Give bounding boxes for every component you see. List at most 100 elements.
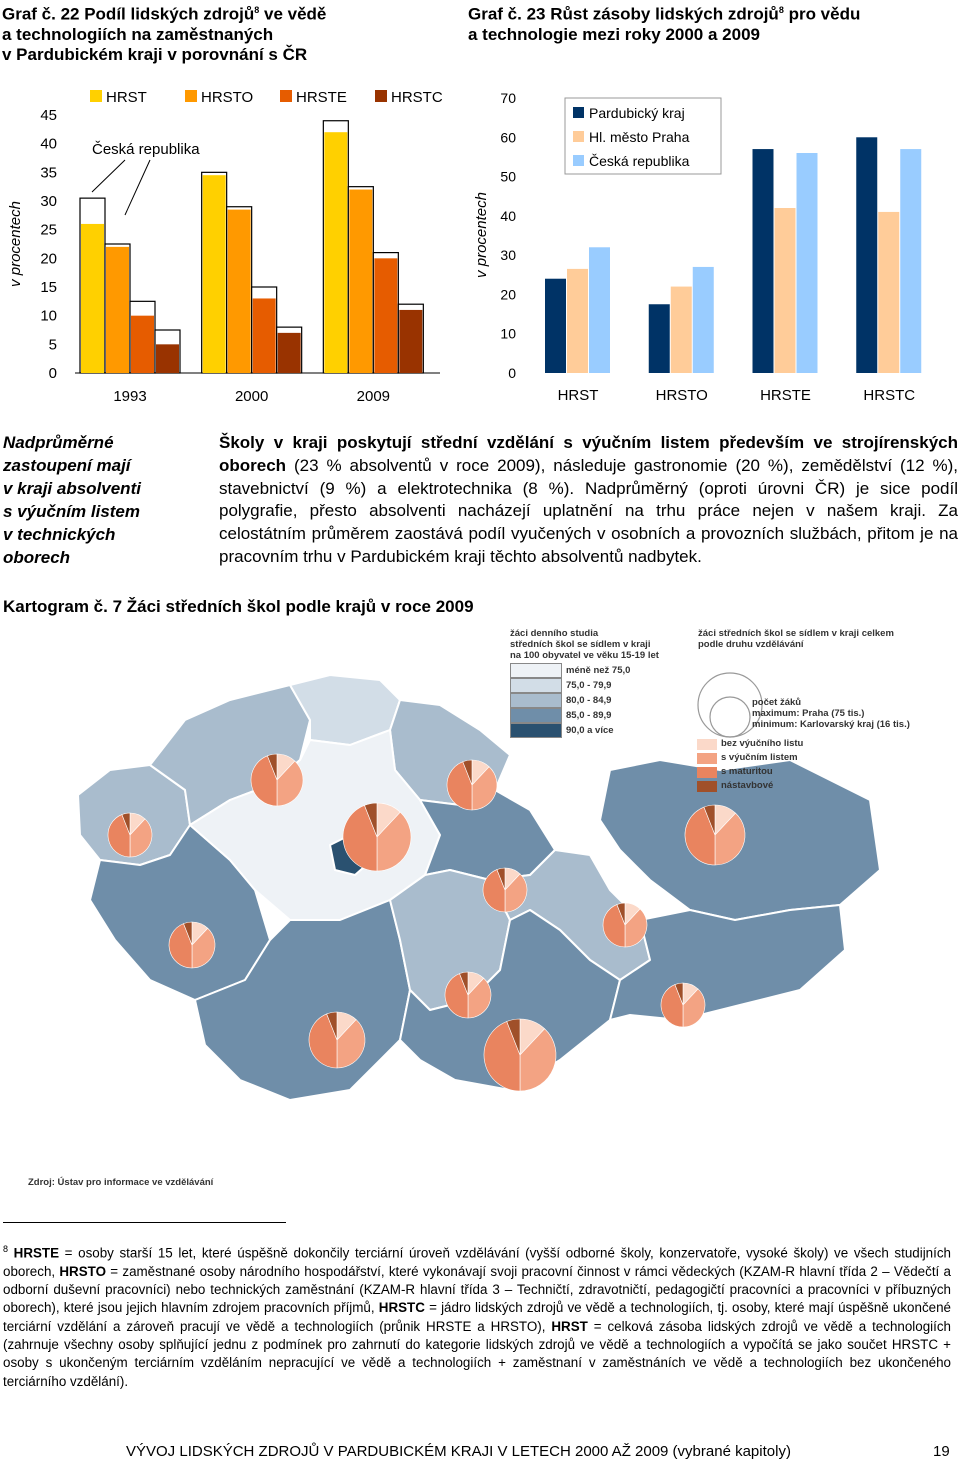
- y-tick-label: 0: [49, 365, 57, 382]
- legend-swatch: [375, 90, 387, 102]
- legend-label: nástavbové: [721, 780, 774, 791]
- y-tick-label: 20: [40, 250, 57, 267]
- bar-hrste: [374, 258, 398, 373]
- pie-slice: [459, 971, 469, 996]
- pie-slice: [276, 760, 304, 807]
- legend-swatch: [697, 780, 717, 792]
- legend-density-item: 75,0 - 79,9: [510, 678, 690, 693]
- pie-chart: [482, 867, 528, 913]
- legend-label: s maturitou: [721, 766, 773, 777]
- pie-slice: [250, 755, 278, 807]
- map-source: Zdroj: Ústav pro informace ve vzdělávání: [28, 1177, 214, 1188]
- legend-swatch: [510, 678, 562, 693]
- pie-slice: [342, 804, 378, 872]
- bar-hrst: [324, 132, 348, 373]
- legend-swatch: [697, 752, 717, 764]
- legend-swatch: [510, 708, 562, 723]
- legend-density-item: 85,0 - 89,9: [510, 708, 690, 723]
- pie-chart: [684, 804, 746, 866]
- pie-slice: [183, 921, 193, 946]
- y-tick-label: 10: [40, 308, 57, 325]
- bar: [774, 208, 796, 373]
- y-tick-label: 35: [40, 164, 57, 181]
- pie-slice: [191, 927, 216, 969]
- pie-slice: [462, 759, 473, 786]
- side-note: Nadprůměrné zastoupení mají v kraji abso…: [3, 433, 141, 567]
- y-tick-label: 40: [500, 208, 516, 224]
- legend-pie-item: s maturitou: [697, 765, 803, 779]
- footnote-separator: [3, 1222, 286, 1223]
- pie-chart: [446, 759, 498, 811]
- pie-legend-items: bez výučního listu s výučním listem s matu…: [697, 737, 803, 793]
- pie-slice: [107, 814, 131, 858]
- pie-slice: [714, 812, 746, 866]
- x-tick-label: HRSTE: [760, 387, 811, 404]
- pie-slice: [684, 806, 716, 866]
- legend-swatch: [573, 107, 584, 118]
- bar: [670, 286, 692, 373]
- pie-chart: [250, 753, 304, 807]
- legend-label: HRSTC: [391, 89, 443, 106]
- legend-label: HRSTE: [296, 89, 347, 106]
- bar-hrsto: [227, 209, 251, 373]
- x-tick-label: 2009: [357, 388, 390, 405]
- pie-slice: [376, 811, 412, 872]
- pie-slice: [121, 812, 131, 836]
- pie-chart: [342, 802, 412, 872]
- legend-box: [564, 97, 722, 175]
- pie-slice: [446, 761, 473, 811]
- legend-label: 80,0 - 84,9: [566, 695, 612, 706]
- annotation-arrow: [124, 159, 151, 216]
- pie-slice: [674, 982, 684, 1006]
- legend-label: 90,0 a více: [566, 725, 614, 736]
- legend-pie-item: s výučním listem: [697, 751, 803, 765]
- y-tick-label: 30: [40, 193, 57, 210]
- y-tick-label: 25: [40, 222, 57, 239]
- pie-slice: [326, 1011, 338, 1041]
- pie-slice: [308, 1013, 338, 1069]
- legend-label: HRSTO: [201, 89, 253, 106]
- y-tick-label: 10: [500, 326, 516, 342]
- pie-chart: [602, 902, 648, 948]
- legend-swatch: [280, 90, 292, 102]
- x-tick-label: 1993: [113, 388, 146, 405]
- body-paragraph: Školy v kraji poskytují střední vzdělání…: [219, 433, 958, 566]
- pie-slice: [482, 869, 506, 913]
- pie-slice: [467, 977, 492, 1019]
- pie-slice: [471, 766, 498, 811]
- bar: [545, 278, 566, 373]
- pie-slice: [506, 1018, 521, 1056]
- pie-slice: [496, 867, 506, 891]
- x-tick-label: HRST: [558, 387, 599, 404]
- bar: [752, 149, 774, 373]
- pie-slice: [364, 802, 378, 838]
- kartogram-title: Kartogram č. 7 Žáci středních škol podle…: [3, 597, 474, 616]
- bar: [796, 153, 818, 373]
- bar-hrstc: [277, 332, 301, 373]
- legend-density-item: méně než 75,0: [510, 663, 690, 678]
- y-tick-label: 40: [40, 136, 57, 153]
- y-tick-label: 70: [500, 90, 516, 106]
- legend-pie-item: nástavbové: [697, 779, 803, 793]
- bar: [567, 268, 588, 373]
- pie-slice: [703, 804, 716, 836]
- bar-hrsto: [106, 246, 129, 373]
- page-number: 19: [933, 1443, 950, 1460]
- annotation-arrow: [91, 159, 126, 193]
- legend-label: méně než 75,0: [566, 665, 631, 676]
- pie-slice: [444, 973, 469, 1019]
- size-legend-text: počet žáků maximum: Praha (75 tis.) mini…: [752, 697, 910, 730]
- legend-swatch: [510, 723, 562, 738]
- pie-slice: [336, 1019, 366, 1069]
- legend-swatch: [90, 90, 102, 102]
- pie-chart: [107, 812, 153, 858]
- pie-slice: [616, 902, 626, 926]
- legend-density-item: 90,0 a více: [510, 723, 690, 738]
- map-legend-pies: žáci středních škol se sídlem v kraji ce…: [698, 628, 894, 650]
- legend-label: 75,0 - 79,9: [566, 680, 612, 691]
- map-legend-density: žáci denního studia středních škol se sí…: [510, 628, 690, 738]
- pie-chart: [660, 982, 706, 1028]
- legend-label: s výučním listem: [721, 752, 798, 763]
- bar-hrst: [81, 223, 104, 373]
- graph22-title: Graf č. 22 Podíl lidských zdrojů8 ve věd…: [2, 4, 327, 64]
